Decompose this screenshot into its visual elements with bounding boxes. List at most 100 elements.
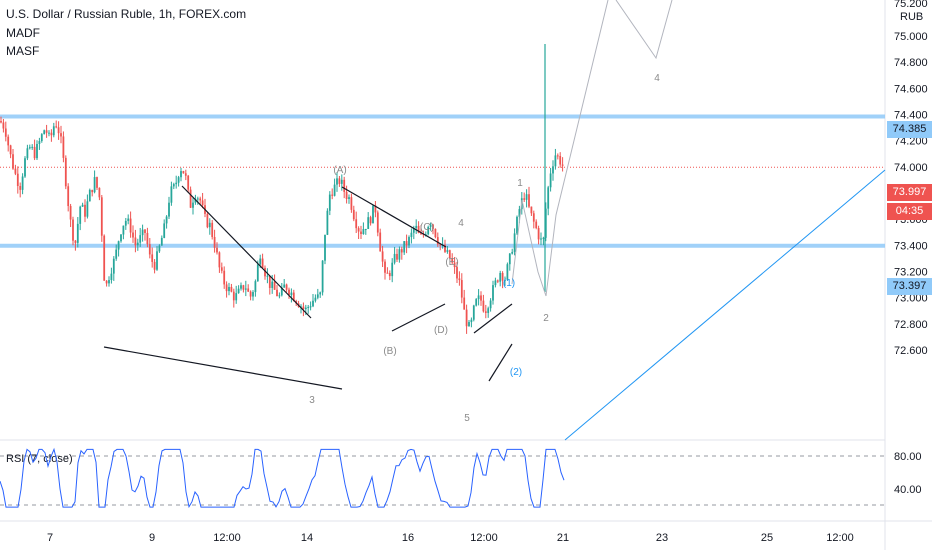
- candle-body: [352, 209, 355, 220]
- candle-body: [48, 132, 50, 134]
- candle-body: [160, 237, 163, 246]
- candle-body: [12, 154, 14, 169]
- candle-body: [74, 240, 77, 243]
- candle-body: [26, 148, 29, 159]
- indicator-madf: MADF: [6, 26, 40, 40]
- candle-body: [117, 241, 120, 250]
- candle-body: [427, 226, 430, 235]
- channel-upper: [473, 303, 513, 334]
- candle-body: [393, 253, 396, 263]
- candle-body: [316, 294, 319, 298]
- price-tick: 74.400: [894, 110, 928, 122]
- candle-body: [321, 260, 324, 293]
- candle-body: [333, 184, 336, 196]
- time-tick: 12:00: [826, 532, 854, 544]
- candle-body: [199, 198, 202, 201]
- candle-body: [72, 219, 74, 241]
- candle-body: [456, 267, 458, 279]
- wave-label-w2: 2: [543, 313, 549, 324]
- candle-body: [357, 228, 360, 232]
- candle-body: [324, 234, 326, 261]
- candle-body: [314, 297, 317, 301]
- time-tick: 7: [47, 532, 53, 544]
- wave-label-w4b: 4: [654, 73, 660, 84]
- chart-title: U.S. Dollar / Russian Ruble, 1h, FOREX.c…: [6, 7, 247, 21]
- candle-body: [499, 272, 502, 282]
- candle-body: [345, 191, 348, 199]
- rsi-line: [0, 447, 565, 509]
- candle-body: [348, 197, 350, 199]
- candle-body: [122, 225, 125, 235]
- candle-body: [374, 205, 377, 213]
- candle-body: [93, 177, 96, 193]
- candle-body: [506, 264, 509, 280]
- candle-body: [134, 237, 137, 246]
- candle-body: [69, 206, 72, 220]
- candle-body: [434, 228, 437, 238]
- candle-body: [24, 158, 26, 177]
- candle-body: [367, 217, 370, 229]
- candle-body: [33, 146, 36, 159]
- candle-body: [288, 289, 290, 296]
- candle-body: [501, 272, 504, 281]
- candle-body: [415, 225, 418, 229]
- candle-body: [67, 186, 70, 207]
- candle-body: [343, 179, 346, 192]
- candle-body: [451, 258, 454, 263]
- candle-body: [350, 197, 353, 210]
- candle-body: [475, 299, 478, 306]
- candle-body: [43, 130, 46, 135]
- candle-body: [256, 264, 259, 282]
- time-tick: 12:00: [470, 532, 498, 544]
- candle-body: [448, 250, 451, 259]
- candle-body: [410, 232, 413, 238]
- candle-body: [38, 141, 41, 144]
- candle-body: [184, 173, 187, 176]
- candle-body: [549, 173, 552, 188]
- candle-body: [108, 280, 110, 284]
- candle-body: [429, 224, 432, 227]
- candle-body: [206, 213, 209, 228]
- candle-body: [235, 293, 238, 301]
- candle-body: [153, 261, 156, 270]
- candle-body: [223, 270, 226, 285]
- candle-body: [396, 253, 398, 260]
- candle-body: [79, 206, 82, 224]
- candle-body: [9, 145, 12, 155]
- candle-body: [194, 199, 197, 203]
- candle-body: [530, 206, 533, 214]
- candle-body: [208, 222, 211, 228]
- candle-body: [168, 202, 170, 217]
- candle-body: [487, 308, 490, 313]
- wave-label-s2: (2): [510, 367, 522, 378]
- candle-body: [552, 166, 554, 174]
- wave-label-w4a: 4: [458, 218, 464, 229]
- candle-body: [28, 147, 31, 149]
- wave-label-b: (B): [383, 346, 396, 357]
- candle-body: [261, 258, 264, 268]
- candle-body: [537, 228, 540, 240]
- candle-body: [556, 155, 559, 157]
- candle-body: [319, 292, 322, 295]
- candle-body: [196, 198, 199, 200]
- candle-body: [21, 176, 24, 190]
- candle-body: [283, 284, 286, 288]
- candle-body: [115, 249, 118, 259]
- drawings: [103, 0, 886, 441]
- candle-body: [436, 237, 439, 245]
- candle-body: [50, 132, 53, 136]
- candle-body: [559, 155, 562, 165]
- candle-body: [266, 275, 269, 277]
- candle-body: [151, 254, 154, 262]
- candle-body: [7, 136, 10, 146]
- channel-lower: [488, 343, 513, 382]
- candle-body: [148, 244, 151, 255]
- candle-body: [542, 237, 545, 239]
- wave-label-e: (E): [445, 257, 458, 268]
- candle-body: [249, 291, 252, 297]
- triangle-b-lower: [391, 303, 446, 332]
- countdown-tag: 04:35: [887, 203, 932, 220]
